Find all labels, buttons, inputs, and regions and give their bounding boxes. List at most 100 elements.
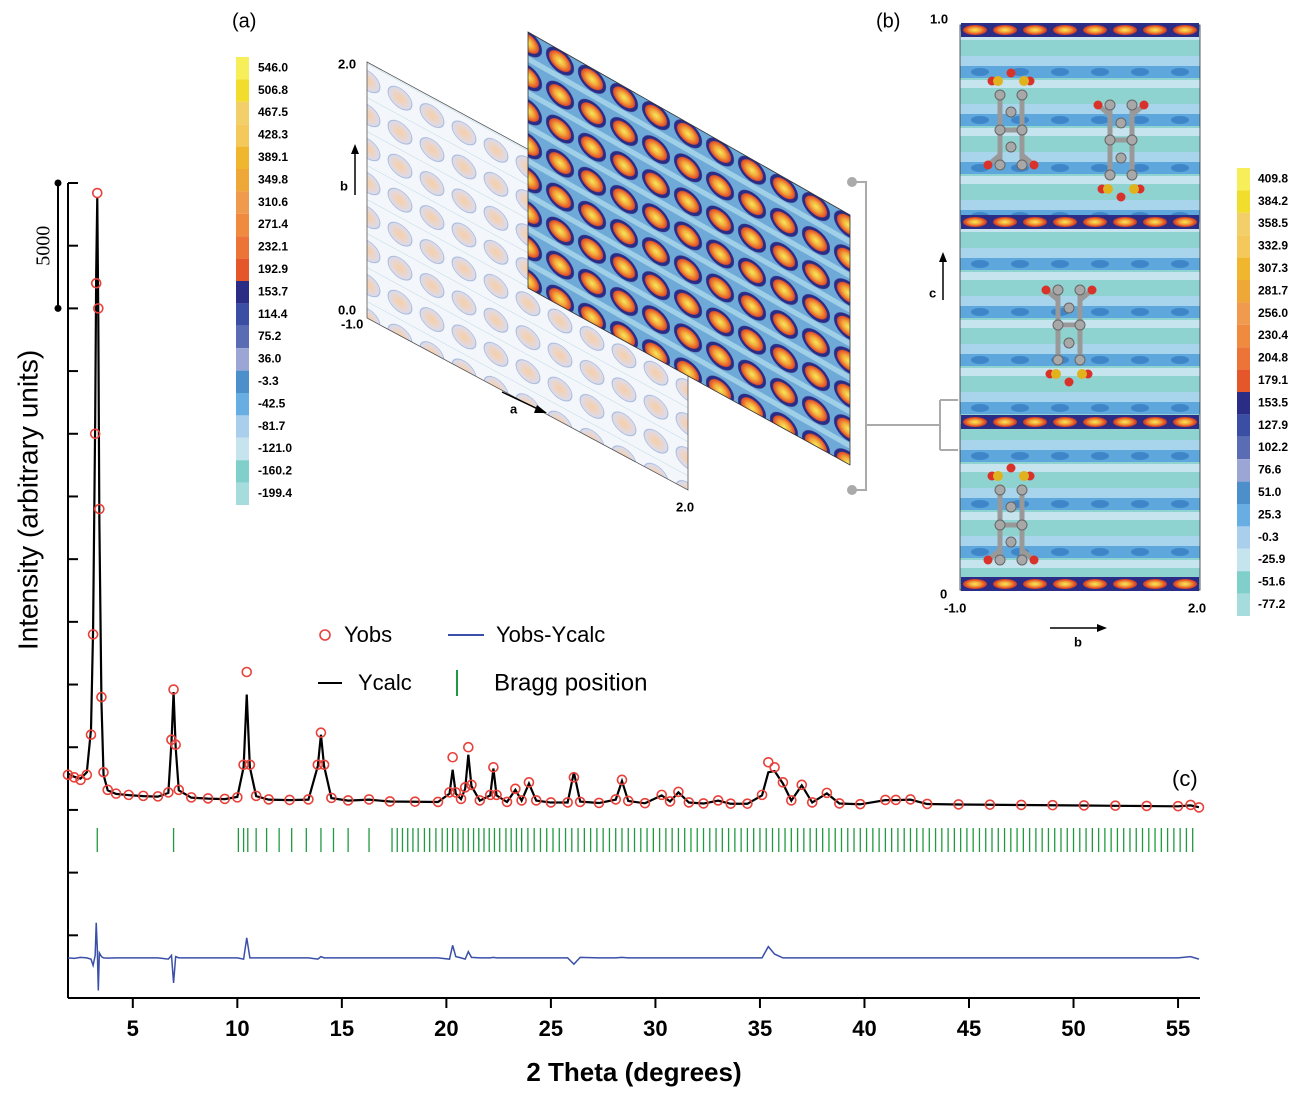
contour-blob [1023, 579, 1047, 589]
colorbar-label: -77.2 [1258, 597, 1286, 611]
data-point [664, 796, 676, 807]
contour-blob [1113, 25, 1137, 35]
molecule-atom [1051, 369, 1061, 379]
colorbar-label: 127.9 [1258, 418, 1288, 432]
colorbar-swatch [236, 415, 249, 438]
contour-blob [1083, 217, 1107, 227]
molecule-atom [1029, 555, 1039, 565]
data-point [953, 799, 964, 810]
molecule-atom [993, 471, 1003, 481]
data-point [250, 790, 262, 802]
contour-blob [993, 417, 1017, 427]
colorbar-label: 153.5 [1258, 395, 1288, 409]
data-point [616, 774, 628, 786]
molecule-atom [1052, 354, 1064, 366]
molecule-atom [1006, 68, 1016, 78]
molecule-atom [1126, 99, 1138, 111]
data-point [91, 187, 103, 199]
contour-blob [1143, 417, 1167, 427]
molecule-atom [1115, 117, 1127, 129]
colorbar-label: -42.5 [258, 396, 286, 410]
axis-name: b [1074, 634, 1082, 649]
colorbar-swatch [236, 169, 249, 192]
colorbar-swatch [236, 325, 249, 349]
scale-bar-label: 5000 [33, 226, 55, 266]
data-point [232, 792, 243, 803]
colorbar-swatch [1237, 280, 1250, 303]
data-point [756, 789, 768, 801]
contour-blob [1083, 579, 1107, 589]
data-point [384, 796, 396, 807]
colorbar-label: 332.9 [1258, 239, 1288, 253]
data-point [241, 666, 253, 678]
contour-band [961, 577, 1199, 591]
contour-blob [1083, 25, 1107, 35]
data-point [593, 797, 605, 809]
axis-value: 2.0 [1188, 600, 1206, 615]
axis-value: 2.0 [338, 56, 356, 71]
colorbar-swatch [236, 370, 249, 393]
data-point [491, 789, 502, 801]
data-point [1047, 799, 1058, 811]
x-tick-label: 55 [1166, 1016, 1190, 1041]
colorbar-label: 179.1 [1258, 373, 1288, 387]
data-point [202, 793, 214, 804]
data-point [921, 798, 933, 810]
arrow-head [534, 405, 547, 413]
data-point [123, 789, 134, 801]
contour-blob [993, 25, 1017, 35]
molecule-atom [1074, 284, 1086, 296]
data-point [905, 794, 916, 805]
contour-blob [1083, 417, 1107, 427]
data-point [698, 798, 709, 809]
data-point [510, 783, 521, 795]
contour-blob [963, 25, 987, 35]
contour-blob [993, 217, 1017, 227]
molecule-atom [983, 555, 993, 565]
contour-blob [1053, 579, 1077, 589]
bracket-end [847, 177, 857, 187]
data-point [409, 796, 421, 807]
data-point [880, 794, 891, 806]
molecule-atom [1103, 184, 1113, 194]
data-point [806, 797, 818, 808]
molecule-atom [1005, 536, 1017, 548]
colorbar-label: 281.7 [1258, 283, 1288, 297]
colorbar-label: 51.0 [1258, 485, 1282, 499]
data-point [763, 756, 774, 768]
data-point [163, 787, 174, 798]
molecule-atom [1016, 484, 1028, 496]
data-point [501, 796, 513, 808]
data-point [474, 795, 486, 806]
data-point [342, 795, 354, 806]
data-point [821, 787, 833, 799]
colorbar-swatch [236, 236, 249, 259]
x-tick-label: 20 [434, 1016, 458, 1041]
colorbar-swatch [1237, 347, 1250, 370]
molecule-atom [1074, 319, 1086, 331]
colorbar-label: -160.2 [258, 464, 292, 478]
data-point [712, 795, 724, 806]
molecule-atom [994, 519, 1006, 531]
contour-blob [1023, 25, 1047, 35]
colorbar-swatch [236, 460, 249, 483]
x-tick-label: 30 [643, 1016, 667, 1041]
molecule-atom [1052, 284, 1064, 296]
inset-a: (a) 2.0 0.0 -1.0 2.0 b a [232, 10, 958, 514]
molecule-atom [994, 159, 1006, 171]
data-point [219, 793, 231, 805]
axis-name: b [340, 178, 348, 193]
data-point [447, 751, 458, 763]
contour-blob [1023, 417, 1047, 427]
molecule-atom [1052, 319, 1064, 331]
data-point [432, 796, 444, 808]
data-point [1015, 799, 1027, 811]
colorbar-swatch [1237, 571, 1250, 594]
colorbar-swatch [1237, 369, 1250, 392]
colorbar-label: 546.0 [258, 60, 288, 74]
colorbar-label: 409.8 [1258, 171, 1288, 185]
colorbar-swatch [236, 57, 249, 80]
bracket [852, 181, 958, 491]
contour-blob [993, 579, 1017, 589]
